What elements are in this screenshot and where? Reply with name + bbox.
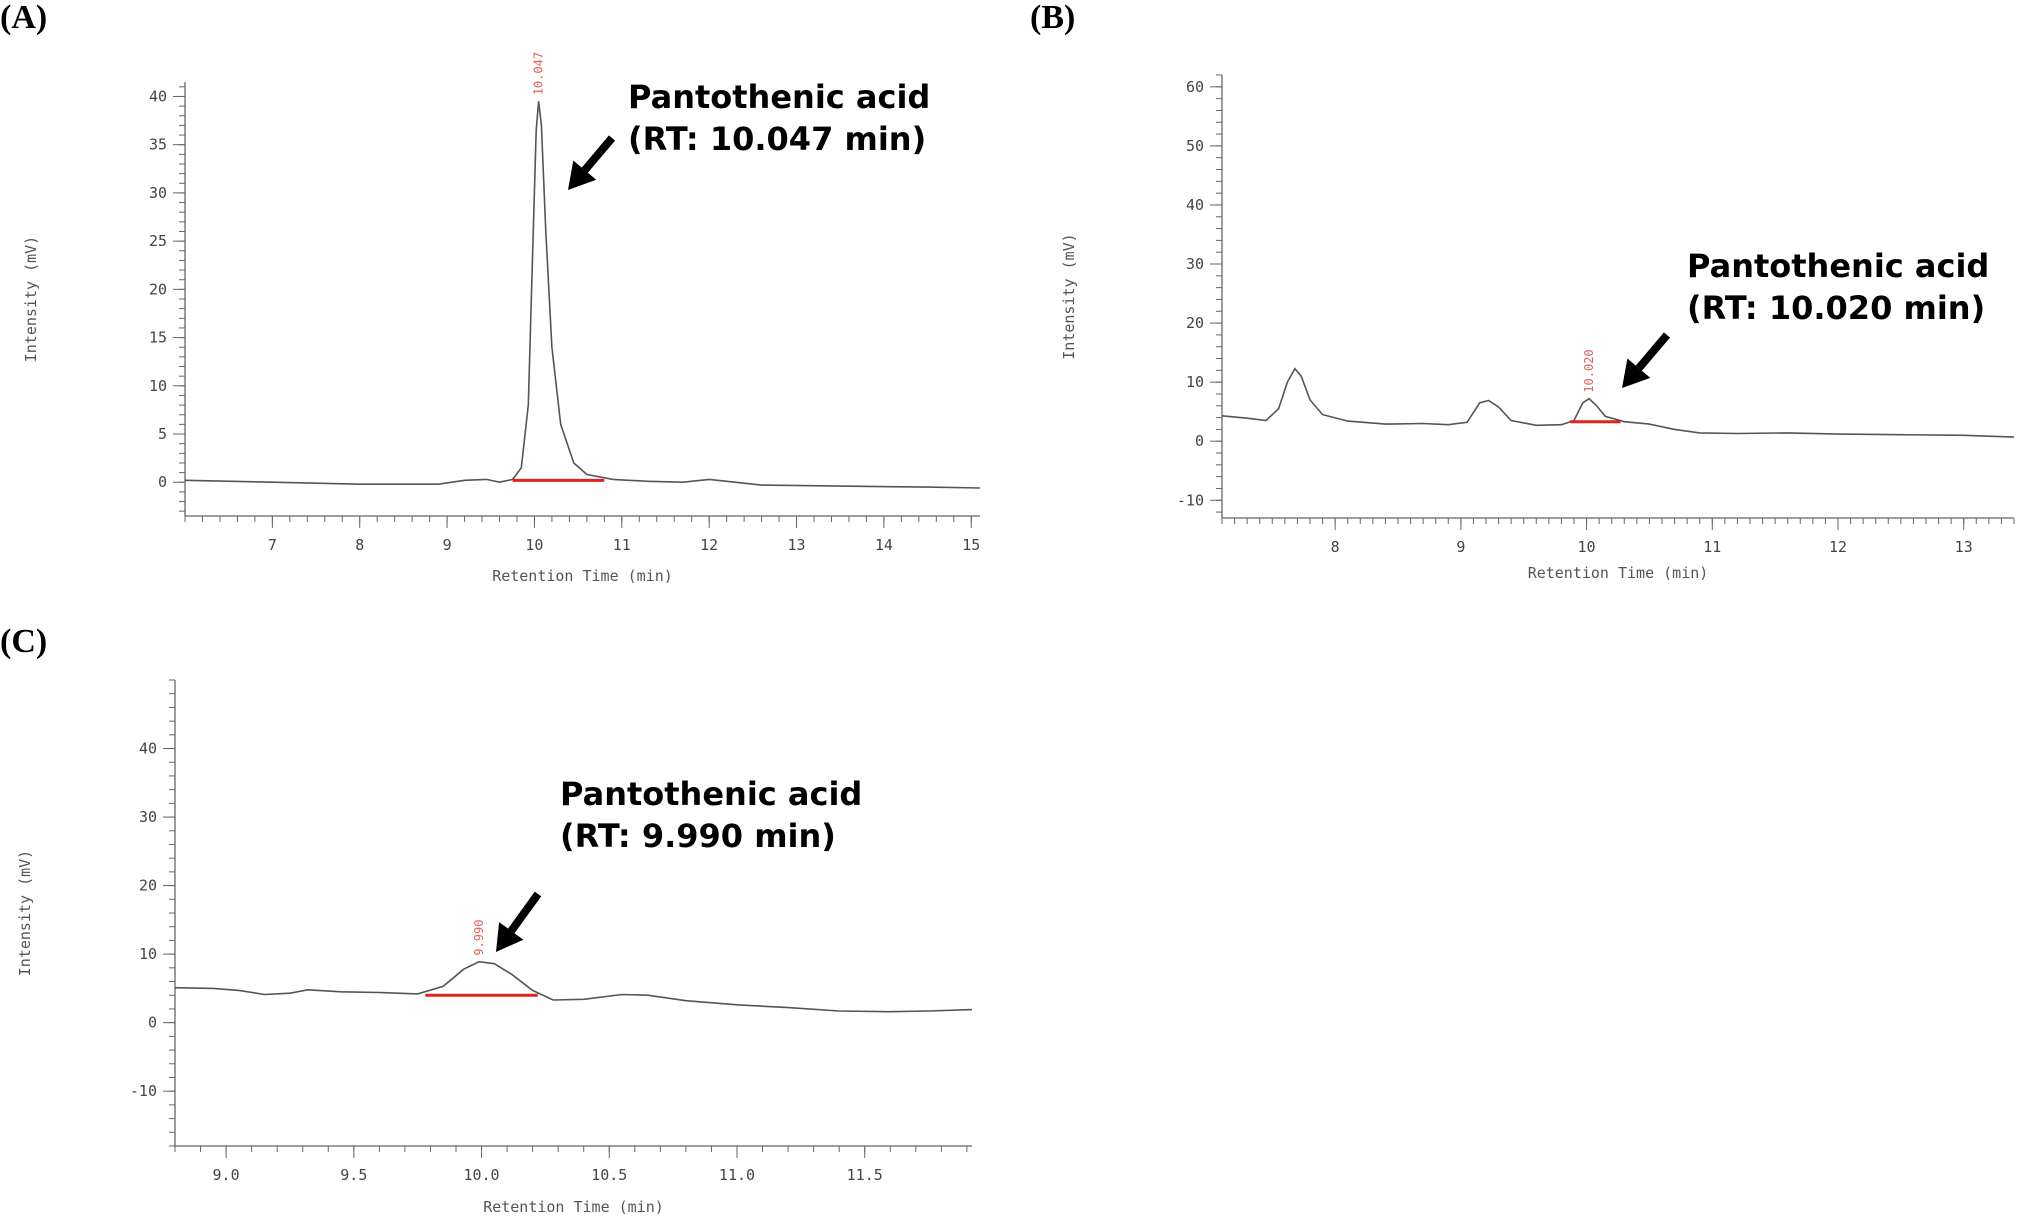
y-tick-label: 20 bbox=[139, 877, 157, 895]
y-tick-label: 10 bbox=[139, 945, 157, 963]
y-tick-label: 30 bbox=[1186, 255, 1204, 273]
arrow-shaft bbox=[1635, 332, 1671, 371]
x-tick-label: 10.5 bbox=[591, 1166, 627, 1184]
annotation-rt: (RT: 9.990 min) bbox=[560, 817, 836, 855]
y-axis-title: Intensity (mV) bbox=[16, 850, 34, 976]
y-tick-label: 25 bbox=[149, 232, 167, 250]
annotation-rt: (RT: 10.020 min) bbox=[1687, 289, 1985, 327]
y-tick-label: -10 bbox=[130, 1082, 157, 1100]
x-tick-label: 10 bbox=[1578, 538, 1596, 556]
arrow-shaft bbox=[508, 891, 542, 934]
x-tick-label: 8 bbox=[355, 536, 364, 554]
y-tick-label: -10 bbox=[1177, 491, 1204, 509]
y-axis-title: Intensity (mV) bbox=[22, 236, 40, 362]
peak-rt-label: 9.990 bbox=[472, 920, 486, 956]
chromatogram-trace bbox=[184, 101, 981, 489]
x-tick-label: 14 bbox=[875, 536, 893, 554]
y-tick-label: 10 bbox=[1186, 373, 1204, 391]
y-tick-label: 40 bbox=[1186, 196, 1204, 214]
panel-label: (A) bbox=[0, 0, 47, 36]
y-tick-label: 40 bbox=[149, 87, 167, 105]
x-tick-label: 7 bbox=[268, 536, 277, 554]
x-axis-title: Retention Time (min) bbox=[492, 567, 673, 585]
y-tick-label: 15 bbox=[149, 329, 167, 347]
arrow-icon bbox=[496, 922, 524, 952]
x-tick-label: 9.5 bbox=[340, 1166, 367, 1184]
x-tick-label: 10 bbox=[525, 536, 543, 554]
chart-panel-c: (C) -10 0 10 20 30 40 9.0 9.5 10.0 10.5 11.0 11.5 Ret… bbox=[0, 623, 973, 1216]
panel-label: (C) bbox=[0, 623, 47, 660]
x-tick-label: 11.5 bbox=[847, 1166, 883, 1184]
x-tick-label: 8 bbox=[1331, 538, 1340, 556]
arrow-icon bbox=[1622, 358, 1651, 388]
y-tick-label: 0 bbox=[148, 1014, 157, 1032]
annotation-rt: (RT: 10.047 min) bbox=[628, 120, 926, 158]
y-tick-label: 30 bbox=[149, 184, 167, 202]
y-tick-label: 10 bbox=[149, 377, 167, 395]
y-tick-label: 30 bbox=[139, 808, 157, 826]
x-tick-label: 11 bbox=[1703, 538, 1721, 556]
y-tick-label: 0 bbox=[1195, 432, 1204, 450]
y-axis-title: Intensity (mV) bbox=[1060, 233, 1078, 359]
annotation-compound: Pantothenic acid bbox=[628, 78, 930, 116]
x-tick-label: 9 bbox=[443, 536, 452, 554]
peak-rt-label: 10.020 bbox=[1582, 349, 1596, 392]
x-tick-label: 12 bbox=[700, 536, 718, 554]
y-tick-label: 60 bbox=[1186, 78, 1204, 96]
arrow-shaft bbox=[581, 135, 616, 173]
x-tick-label: 10.0 bbox=[463, 1166, 499, 1184]
y-tick-label: 35 bbox=[149, 136, 167, 154]
y-tick-label: 20 bbox=[1186, 314, 1204, 332]
x-axis-title: Retention Time (min) bbox=[483, 1198, 664, 1216]
y-tick-label: 50 bbox=[1186, 137, 1204, 155]
y-tick-label: 40 bbox=[139, 740, 157, 758]
chromatogram-trace bbox=[174, 960, 973, 1013]
chart-panel-a: (A) 0 5 10 15 20 25 30 35 40 7 8 9 10 11 12 13 14 15 Retent… bbox=[0, 0, 980, 585]
x-tick-label: 11.0 bbox=[719, 1166, 755, 1184]
x-tick-label: 11 bbox=[613, 536, 631, 554]
peak-rt-label: 10.047 bbox=[532, 52, 546, 95]
y-tick-label: 0 bbox=[158, 473, 167, 491]
panel-label: (B) bbox=[1030, 0, 1075, 36]
x-tick-label: 9 bbox=[1456, 538, 1465, 556]
x-tick-label: 13 bbox=[788, 536, 806, 554]
chart-panel-b: (B) -10 0 10 20 30 40 50 60 8 9 10 11 12 13 Retention T… bbox=[1030, 0, 2015, 582]
x-tick-label: 9.0 bbox=[213, 1166, 240, 1184]
x-tick-label: 12 bbox=[1829, 538, 1847, 556]
y-tick-label: 5 bbox=[158, 425, 167, 443]
annotation-compound: Pantothenic acid bbox=[1687, 247, 1989, 285]
annotation-compound: Pantothenic acid bbox=[560, 775, 862, 813]
x-tick-label: 15 bbox=[962, 536, 980, 554]
x-axis-title: Retention Time (min) bbox=[1528, 564, 1709, 582]
y-tick-label: 20 bbox=[149, 280, 167, 298]
chromatogram-trace bbox=[1221, 367, 2015, 438]
arrow-icon bbox=[568, 160, 597, 190]
x-tick-label: 13 bbox=[1955, 538, 1973, 556]
